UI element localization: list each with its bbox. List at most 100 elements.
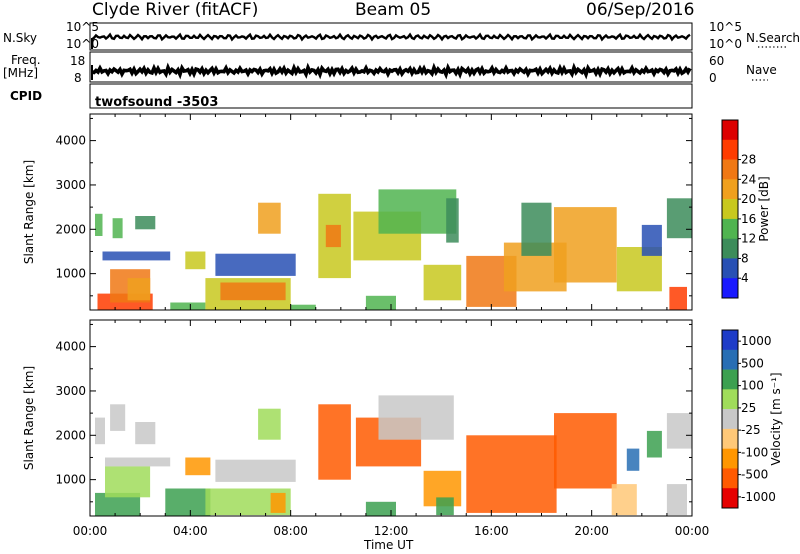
power-patch-11: [215, 253, 296, 276]
power-colorbar-seg-5: [722, 218, 738, 239]
velocity-patch-19: [554, 413, 617, 489]
nsky-trace: [91, 32, 691, 42]
power-ylabel: Slant Range [km]: [22, 160, 36, 264]
nsky-tick-bottom: 10^0: [66, 37, 99, 51]
velocity-patch-21: [626, 448, 640, 471]
velocity-patch-14: [378, 395, 454, 440]
cpid-value: twofsound -3503: [95, 95, 219, 110]
velocity-patch-2: [95, 417, 105, 445]
power-patch-12: [258, 202, 281, 234]
xtick-label-5: 20:00: [574, 524, 609, 538]
cpid-label: CPID: [10, 89, 43, 103]
nsearch-tick-top: 10^5: [709, 20, 742, 34]
velocity-colorbar-seg-2: [722, 369, 738, 390]
station-title: Clyde River (fitACF): [92, 0, 259, 20]
velocity-cbtick-label-5: -100: [741, 445, 768, 459]
velocity-colorbar-seg-5: [722, 428, 738, 449]
freq-trace: [91, 62, 692, 80]
nave-tick-top: 60: [709, 54, 725, 68]
velocity-colorbar-seg-0: [722, 330, 738, 351]
velocity-ytick-label-1000: 1000: [55, 473, 86, 487]
power-cbtick-label-1: 8: [741, 251, 749, 265]
velocity-colorbar-seg-3: [722, 389, 738, 410]
freq-unit-label: [MHz]: [3, 66, 39, 80]
power-patch-15: [325, 224, 341, 248]
power-colorbar-seg-7: [722, 258, 738, 279]
velocity-patch-24: [666, 484, 687, 516]
date-title: 06/Sep/2016: [586, 0, 695, 20]
velocity-patch-1: [105, 466, 151, 498]
power-cbtick-label-3: 16: [741, 212, 756, 226]
power-patch-19: [423, 264, 462, 301]
power-ytick-label-2000: 2000: [55, 222, 86, 236]
power-patch-8: [185, 251, 206, 270]
power-ytick-label-1000: 1000: [55, 267, 86, 281]
velocity-patch-18: [466, 435, 557, 513]
velocity-colorbar-seg-8: [722, 488, 738, 509]
velocity-patch-4: [135, 422, 156, 445]
xtick-label-4: 16:00: [474, 524, 509, 538]
velocity-patch-15: [365, 501, 396, 516]
power-patch-26: [641, 224, 662, 256]
beam-title: Beam 05: [355, 0, 432, 20]
xtick-label-6: 00:00: [675, 524, 710, 538]
velocity-ytick-label-3000: 3000: [55, 384, 86, 398]
power-colorbar-label: Power [dB]: [757, 176, 771, 241]
nave-label: Nave: [746, 63, 777, 77]
nsky-label: N.Sky: [3, 31, 38, 45]
freq-label: Freq.: [11, 53, 41, 67]
velocity-patch-12: [318, 404, 351, 480]
velocity-patch-22: [646, 430, 662, 458]
velocity-colorbar-seg-1: [722, 349, 738, 370]
velocity-patch-0: [95, 492, 141, 516]
velocity-patch-20: [611, 484, 637, 516]
power-cbtick-label-2: 12: [741, 232, 756, 246]
power-cbtick-label-0: 4: [741, 271, 749, 285]
power-patch-5: [135, 216, 156, 230]
velocity-cbtick-label-2: 100: [741, 379, 764, 393]
velocity-cbtick-label-3: 25: [741, 401, 756, 415]
power-colorbar-seg-3: [722, 179, 738, 200]
velocity-ytick-label-2000: 2000: [55, 428, 86, 442]
velocity-cbtick-label-7: -1000: [741, 490, 776, 504]
power-patch-27: [666, 198, 692, 239]
velocity-colorbar-seg-6: [722, 448, 738, 469]
xtick-label-3: 12:00: [374, 524, 409, 538]
power-colorbar-frame: [721, 119, 739, 299]
nave-tick-bottom: 0: [709, 71, 717, 85]
power-patch-24: [521, 202, 552, 256]
power-patch-17: [378, 189, 457, 234]
power-patch-7: [170, 302, 206, 310]
velocity-colorbar-seg-7: [722, 468, 738, 489]
velocity-patch-11: [258, 408, 281, 440]
velocity-colorbar-seg-4: [722, 409, 738, 430]
power-patch-20: [446, 198, 459, 243]
xtick-label-1: 04:00: [173, 524, 208, 538]
power-colorbar-seg-8: [722, 278, 738, 299]
velocity-patch-7: [185, 457, 211, 476]
power-patch-3: [95, 213, 103, 236]
velocity-patch-17: [436, 497, 454, 516]
power-patch-23: [554, 207, 617, 283]
nsearch-label: N.Search: [746, 31, 800, 45]
power-colorbar-seg-6: [722, 238, 738, 259]
velocity-cbtick-label-1: 500: [741, 356, 764, 370]
velocity-patch-6: [165, 488, 211, 516]
x-axis-label: Time UT: [364, 538, 414, 552]
power-cbtick-label-4: 20: [741, 192, 756, 206]
velocity-ytick-label-4000: 4000: [55, 340, 86, 354]
velocity-cbtick-label-4: -25: [741, 423, 761, 437]
power-colorbar-seg-1: [722, 139, 738, 160]
power-ytick-label-4000: 4000: [55, 134, 86, 148]
power-patch-10: [220, 282, 286, 301]
power-cbtick-label-6: 28: [741, 153, 756, 167]
power-colorbar-seg-0: [722, 120, 738, 141]
velocity-patch-9: [215, 459, 296, 482]
cpid-strip-frame: [89, 83, 693, 109]
freq-tick-bottom: 8: [74, 71, 82, 85]
velocity-cbtick-label-6: -500: [741, 468, 768, 482]
nsky-strip-frame: [89, 22, 693, 51]
nsearch-tick-bottom: 10^0: [709, 37, 742, 51]
xtick-label-2: 08:00: [273, 524, 308, 538]
